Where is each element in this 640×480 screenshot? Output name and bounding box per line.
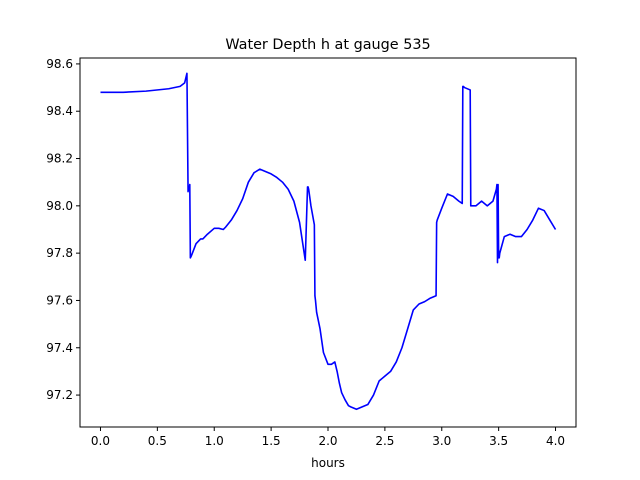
y-axis: 97.2 97.4 97.6 97.8 98.0 98.2 98.4 98.6 bbox=[46, 57, 80, 402]
y-tick-label: 97.8 bbox=[46, 246, 73, 260]
x-tick-label: 3.0 bbox=[432, 434, 451, 448]
x-tick-label: 1.0 bbox=[205, 434, 224, 448]
y-tick-label: 98.4 bbox=[46, 104, 73, 118]
x-tick-label: 2.5 bbox=[375, 434, 394, 448]
axes-frame bbox=[80, 58, 576, 427]
x-tick-label: 2.0 bbox=[318, 434, 337, 448]
y-tick-label: 98.2 bbox=[46, 152, 73, 166]
x-tick-label: 4.0 bbox=[546, 434, 565, 448]
x-tick-label: 0.0 bbox=[91, 434, 110, 448]
y-tick-label: 97.2 bbox=[46, 388, 73, 402]
chart-title: Water Depth h at gauge 535 bbox=[225, 37, 430, 53]
series-line bbox=[100, 72, 557, 411]
y-tick-label: 97.6 bbox=[46, 293, 73, 307]
y-tick-label: 98.6 bbox=[46, 57, 73, 71]
x-tick-label: 1.5 bbox=[262, 434, 281, 448]
x-axis: 0.0 0.5 1.0 1.5 2.0 2.5 3.0 3.5 4.0 bbox=[91, 427, 565, 448]
series-layer bbox=[100, 72, 557, 411]
y-tick-label: 98.0 bbox=[46, 199, 73, 213]
plot-area bbox=[79, 57, 577, 428]
x-axis-label: hours bbox=[311, 456, 345, 470]
x-tick-label: 0.5 bbox=[148, 434, 167, 448]
x-tick-label: 3.5 bbox=[489, 434, 508, 448]
y-tick-label: 97.4 bbox=[46, 341, 73, 355]
